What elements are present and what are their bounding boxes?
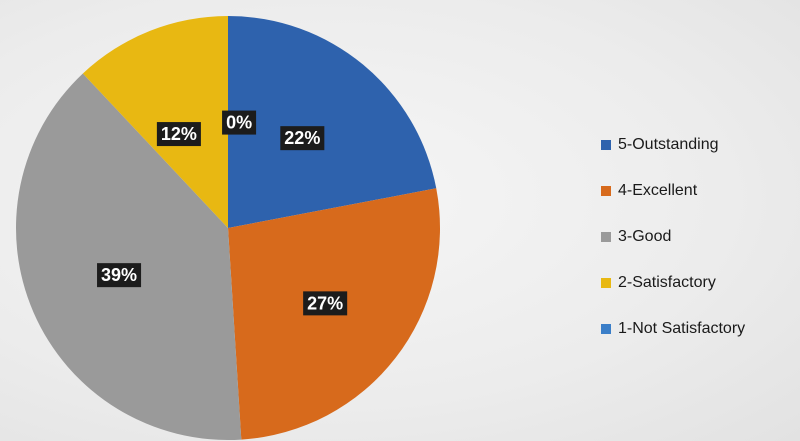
legend-swatch — [601, 278, 611, 288]
data-label-2-satisfactory: 12% — [156, 122, 201, 147]
data-label-text: 0% — [226, 113, 252, 133]
pie-slices — [15, 16, 441, 440]
data-label-background — [97, 263, 142, 288]
pie-slice-5-outstanding — [228, 16, 437, 228]
data-label-text: 22% — [284, 128, 320, 148]
data-label-text: 39% — [101, 265, 137, 285]
data-label-4-excellent: 27% — [303, 291, 348, 316]
data-label-3-good: 39% — [97, 263, 142, 288]
data-label-5-outstanding: 22% — [280, 126, 325, 151]
data-label-background — [280, 126, 325, 151]
legend-label: 3-Good — [618, 228, 672, 245]
legend-swatch — [601, 324, 611, 334]
data-label-background — [156, 122, 201, 147]
legend-label: 1-Not Satisfactory — [618, 320, 746, 337]
legend-label: 4-Excellent — [618, 182, 698, 199]
pie-data-labels: 22% 27% 39% 12% 0% — [97, 110, 348, 316]
data-label-text: 12% — [161, 124, 197, 144]
legend-label: 5-Outstanding — [618, 136, 719, 153]
legend-swatch — [601, 186, 611, 196]
legend-item-5-outstanding: 5-Outstanding — [601, 122, 800, 168]
legend-swatch — [601, 140, 611, 150]
legend-swatch — [601, 232, 611, 242]
pie-slice-2-satisfactory — [82, 16, 229, 228]
legend: 5-Outstanding 4-Excellent 3-Good 2-Satis… — [601, 122, 800, 352]
legend-item-1-not-satisfactory: 1-Not Satisfactory — [601, 306, 800, 352]
pie-slice-3-good — [15, 73, 242, 440]
data-label-text: 27% — [307, 293, 343, 313]
legend-item-3-good: 3-Good — [601, 214, 800, 260]
legend-label: 2-Satisfactory — [618, 274, 716, 291]
legend-item-4-excellent: 4-Excellent — [601, 168, 800, 214]
data-label-1-not-satisfactory: 0% — [222, 110, 257, 135]
legend-item-2-satisfactory: 2-Satisfactory — [601, 260, 800, 306]
data-label-background — [303, 291, 348, 316]
data-label-background — [222, 110, 257, 135]
